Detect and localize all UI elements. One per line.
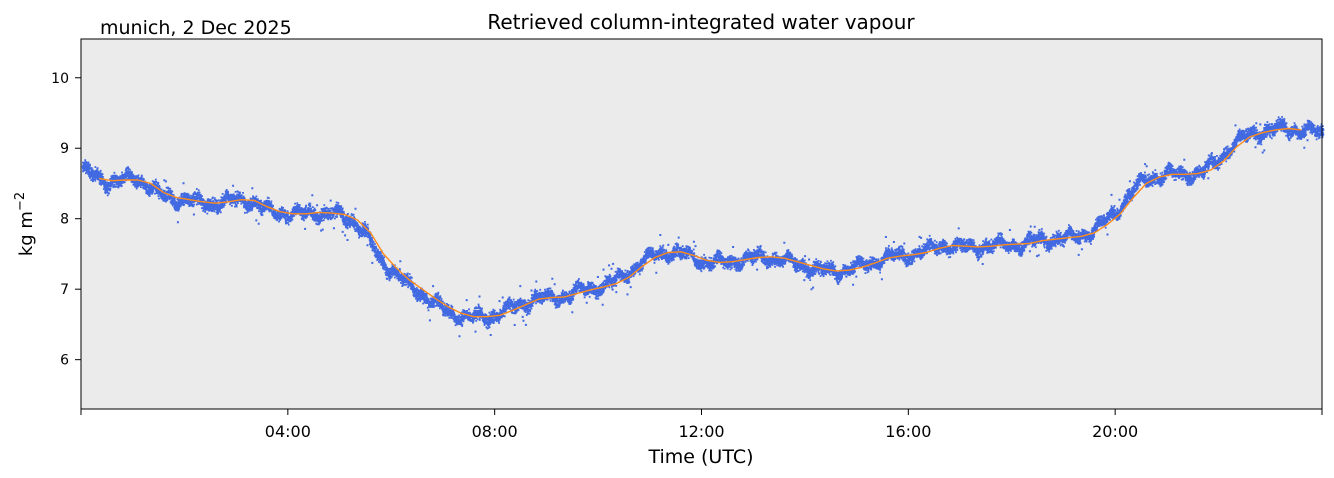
smoothed-line [98, 127, 1302, 318]
x-tick-label: 08:00 [472, 422, 518, 441]
y-tick-label: 7 [60, 282, 69, 298]
x-tick-label: 20:00 [1092, 422, 1138, 441]
y-tick-label: 9 [60, 141, 69, 157]
y-axis-label-unit: kg m [16, 211, 37, 256]
y-axis-label-exponent: −2 [13, 192, 28, 211]
x-tick-label: 04:00 [265, 422, 311, 441]
y-axis: 6 7 8 9 10 [51, 71, 81, 369]
x-tick-label: 12:00 [678, 422, 724, 441]
location-date-label: munich, 2 Dec 2025 [100, 17, 292, 39]
plot-background [81, 39, 1322, 409]
y-axis-label: kg m−2 [13, 192, 37, 256]
chart-title: Retrieved column-integrated water vapour [487, 10, 915, 34]
scatter-points [81, 116, 1325, 338]
line-layer [98, 127, 1302, 318]
y-tick-label: 10 [51, 71, 69, 87]
y-tick-label: 6 [60, 353, 69, 369]
x-axis-label: Time (UTC) [647, 446, 753, 468]
x-axis: 04:00 08:00 12:00 16:00 20:00 [80, 409, 1323, 441]
scatter-layer [81, 116, 1325, 338]
y-tick-label: 8 [60, 212, 69, 228]
x-tick-label: 16:00 [885, 422, 931, 441]
